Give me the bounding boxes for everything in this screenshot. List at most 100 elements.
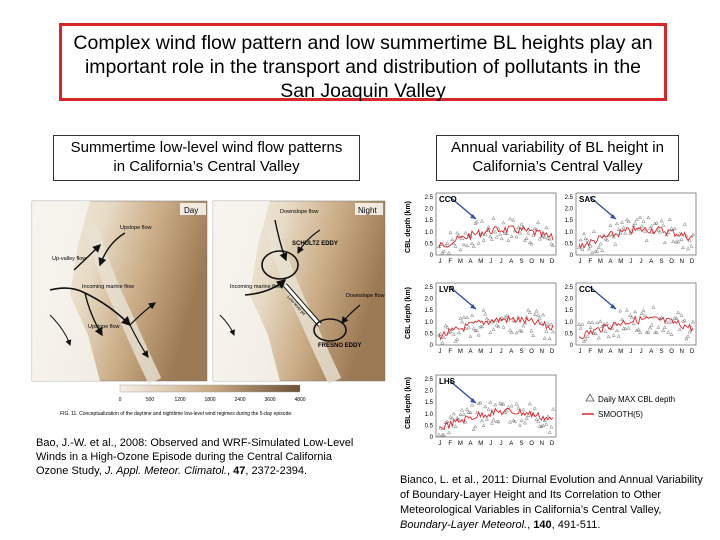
cbl-data-point xyxy=(519,329,524,333)
cbl-data-point xyxy=(649,323,654,327)
cbl-data-point xyxy=(686,246,690,251)
cbl-data-point xyxy=(504,408,509,413)
cbl-data-point xyxy=(501,220,506,225)
trend-arrow-head xyxy=(470,304,476,309)
legend-triangle-icon xyxy=(585,393,595,402)
cbl-data-point xyxy=(633,221,638,225)
cbl-data-point xyxy=(471,326,476,331)
cbl-month-tick: N xyxy=(680,349,684,355)
cbl-data-point xyxy=(551,329,555,334)
cbl-ytick: 2.5 xyxy=(425,195,434,201)
cbl-data-point xyxy=(689,244,694,248)
cbl-data-point xyxy=(598,319,603,323)
title-line-1: Complex wind flow pattern and low summer… xyxy=(73,32,653,54)
cbl-data-point xyxy=(509,403,514,408)
cbl-month-tick: J xyxy=(640,349,643,355)
cbl-data-point xyxy=(601,233,606,237)
cbl-data-point xyxy=(676,310,681,314)
cbl-data-point xyxy=(450,416,455,420)
cbl-data-point xyxy=(456,233,461,237)
cbl-data-point xyxy=(446,430,451,435)
cbl-month-tick: J xyxy=(629,349,632,355)
cbl-data-point xyxy=(532,226,537,230)
cbl-data-point xyxy=(524,236,529,240)
cbl-data-point xyxy=(679,313,684,317)
left-reference-text: Bao, J.-W. et al., 2008: Observed and WR… xyxy=(36,437,354,477)
cbl-data-point xyxy=(488,400,493,404)
cbl-data-point xyxy=(590,250,595,254)
cbl-data-point xyxy=(624,217,629,222)
cbl-data-point xyxy=(476,401,481,405)
cbl-data-point xyxy=(603,236,608,241)
night-label-marine: Incoming marine flow xyxy=(230,284,282,290)
cbl-month-tick: O xyxy=(529,259,534,265)
cbl-data-point xyxy=(638,215,643,219)
cbl-data-point xyxy=(509,234,514,238)
day-label-upslope-1: Upslope flow xyxy=(120,225,152,231)
cbl-data-point xyxy=(646,329,651,334)
cbl-month-tick: A xyxy=(509,259,513,265)
scale-tick: 1800 xyxy=(204,397,215,403)
trend-arrow-head xyxy=(470,214,476,219)
cbl-data-point xyxy=(621,225,626,230)
cbl-data-point xyxy=(437,332,441,337)
cbl-data-point xyxy=(631,321,636,325)
cbl-data-point xyxy=(590,320,595,324)
cbl-data-point xyxy=(611,333,616,337)
cbl-data-point xyxy=(544,329,549,333)
cbl-data-point xyxy=(546,414,550,418)
cbl-smooth-line xyxy=(578,315,694,340)
cbl-data-point xyxy=(532,406,537,410)
cbl-ytick: 0.5 xyxy=(565,241,574,247)
cbl-ytick: 2.5 xyxy=(565,195,574,201)
cbl-data-point xyxy=(636,327,641,331)
cbl-month-tick: S xyxy=(519,259,523,265)
night-label-downslope-2: Downslope flow xyxy=(346,293,385,299)
cbl-data-point xyxy=(684,336,689,341)
cbl-data-point xyxy=(656,325,661,329)
cbl-month-tick: J xyxy=(439,441,442,447)
cbl-data-point xyxy=(603,329,608,333)
cbl-data-point xyxy=(461,242,466,247)
cbl-site-label: LHS xyxy=(439,377,456,386)
cbl-data-point xyxy=(691,319,695,324)
cbl-data-point xyxy=(651,305,656,309)
cbl-data-point xyxy=(661,223,666,227)
cbl-ytick: 1.0 xyxy=(425,230,434,236)
cbl-ytick: 0.5 xyxy=(425,331,434,337)
right-heading-line-2: California’s Central Valley xyxy=(472,158,643,175)
night-panel-label: Night xyxy=(358,206,377,215)
cbl-data-point xyxy=(628,313,633,317)
cbl-data-point xyxy=(496,419,501,424)
cbl-month-tick: S xyxy=(659,259,663,265)
cbl-data-point xyxy=(687,238,692,242)
cbl-data-point xyxy=(606,334,611,339)
cbl-month-tick: J xyxy=(489,349,492,355)
cbl-ytick: 0.5 xyxy=(565,331,574,337)
right-reference-sep: , xyxy=(527,519,534,531)
cbl-data-point xyxy=(480,219,484,223)
cbl-site-label: SAC xyxy=(579,195,596,204)
cbl-data-point xyxy=(460,319,465,324)
cbl-data-point xyxy=(624,308,629,312)
cbl-month-tick: O xyxy=(669,259,674,265)
cbl-ytick: 1.5 xyxy=(565,308,574,314)
cbl-month-tick: S xyxy=(519,441,523,447)
cbl-data-point xyxy=(460,408,465,412)
cbl-data-point xyxy=(442,432,446,437)
cbl-data-point xyxy=(478,400,483,405)
cbl-data-point xyxy=(440,340,445,345)
cbl-data-point xyxy=(586,246,591,251)
cbl-data-point xyxy=(461,315,466,319)
cbl-data-point xyxy=(596,335,601,340)
cbl-data-point xyxy=(639,224,644,228)
cbl-data-point xyxy=(465,407,470,411)
cbl-ytick: 2.0 xyxy=(425,207,434,213)
cbl-data-point xyxy=(460,236,465,240)
cbl-data-point xyxy=(519,222,524,226)
cbl-month-tick: N xyxy=(540,441,544,447)
cbl-data-point xyxy=(448,415,453,419)
cbl-data-point xyxy=(664,320,669,324)
cbl-data-point xyxy=(494,235,499,239)
